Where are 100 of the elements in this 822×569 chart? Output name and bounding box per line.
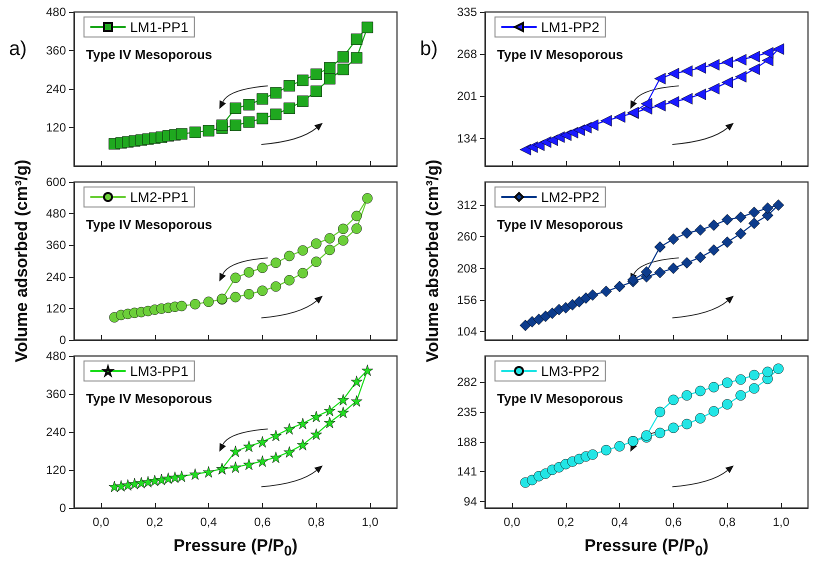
point [668, 262, 680, 274]
annotation: Type IV Mesoporous [497, 217, 624, 232]
text: a) [9, 38, 27, 60]
x-tick-label: 0,0 [504, 515, 521, 529]
legend-label: LM3-PP1 [130, 363, 189, 379]
point [540, 310, 552, 322]
point [230, 446, 242, 458]
point [256, 455, 268, 467]
point [338, 235, 348, 246]
point [350, 34, 362, 45]
point [526, 316, 538, 328]
point [350, 395, 362, 407]
point [600, 115, 612, 126]
point [708, 82, 720, 94]
point [586, 119, 598, 131]
point [176, 300, 187, 312]
point [654, 72, 666, 84]
point [762, 366, 773, 378]
point [668, 233, 680, 245]
point [362, 22, 374, 34]
annotation: Type IV Mesoporous [497, 47, 624, 62]
point [244, 267, 254, 278]
y-tick-label: 360 [46, 44, 66, 58]
point [202, 466, 214, 478]
point [708, 59, 720, 70]
y-tick-label: 141 [456, 464, 478, 479]
y-tick-label: 335 [456, 5, 478, 19]
x-tick-label: 0,4 [200, 515, 218, 529]
point [668, 394, 679, 406]
x-tick-label: 0,8 [718, 515, 736, 529]
point [337, 394, 349, 406]
point [748, 206, 760, 218]
x-tick-label: 0,4 [611, 515, 628, 529]
point [297, 438, 308, 450]
point [708, 382, 719, 392]
point [722, 214, 733, 226]
point [176, 470, 188, 482]
point [681, 257, 693, 269]
y-tick-label: 480 [46, 206, 66, 221]
point [654, 241, 666, 253]
point [762, 202, 774, 214]
point [284, 102, 296, 114]
point [748, 383, 760, 394]
x-tick-label: 0,2 [146, 515, 164, 529]
point [708, 219, 720, 231]
y-tick-label: 240 [46, 82, 66, 96]
annotation: Type IV Mesoporous [86, 217, 212, 232]
point [337, 51, 349, 63]
point [708, 406, 719, 417]
point [694, 88, 706, 100]
y-tick-label: 312 [456, 198, 478, 212]
y-tick-label: 104 [456, 324, 478, 338]
point [256, 112, 268, 124]
x-tick-label: 1,0 [772, 515, 790, 529]
point [735, 71, 746, 82]
point [176, 128, 188, 140]
annotation: Type IV Mesoporous [86, 47, 212, 62]
y-tick-label: 360 [46, 238, 66, 252]
point [230, 120, 242, 131]
point [256, 93, 268, 105]
point [338, 224, 348, 234]
point [256, 436, 268, 448]
point [736, 390, 746, 401]
point [762, 47, 774, 59]
point [654, 100, 666, 112]
point [748, 50, 760, 62]
point [722, 236, 733, 248]
point [122, 479, 134, 491]
point [310, 86, 322, 97]
point [772, 43, 784, 55]
point [270, 258, 282, 268]
point [748, 218, 760, 230]
y-tick-label: 360 [46, 387, 66, 401]
point [203, 296, 214, 308]
y-tick-label: 268 [456, 47, 478, 62]
point [748, 64, 760, 75]
point [337, 64, 349, 76]
point [600, 444, 612, 456]
point [142, 476, 154, 488]
point [216, 120, 228, 131]
point [270, 452, 282, 464]
point [546, 308, 558, 319]
legend-label: LM2-PP2 [541, 189, 600, 205]
point [284, 446, 296, 458]
point [324, 73, 336, 84]
point [586, 289, 598, 301]
y-tick-label: 600 [46, 175, 66, 189]
point [189, 126, 201, 138]
point [614, 280, 626, 292]
point [694, 62, 706, 74]
point [681, 227, 693, 239]
x-tick-label: 0,6 [665, 515, 682, 529]
point [668, 96, 680, 108]
point [682, 418, 692, 430]
point [298, 245, 308, 256]
point [614, 111, 626, 123]
point [230, 102, 242, 114]
y-axis-title: Volume adsorbed (cm³/g) [12, 160, 32, 362]
point [362, 364, 374, 376]
text: b) [420, 38, 438, 60]
